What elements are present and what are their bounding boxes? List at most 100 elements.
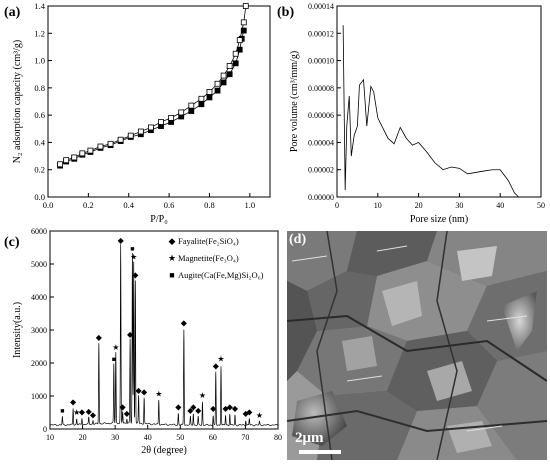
data-point-desorption <box>57 161 64 168</box>
legend-label: Fayalite(Fe₂SiO₄) <box>178 236 239 246</box>
data-point-desorption <box>220 72 227 79</box>
y-tick-label: 0.4 <box>34 137 45 147</box>
peak-marker: ◆ <box>70 398 77 407</box>
peak-marker: ◆ <box>195 406 202 415</box>
x-tick-label: 10 <box>374 201 382 210</box>
legend-label: Augite(Ca(Fe,Mg)Si₂O₆) <box>178 270 264 280</box>
y-tick-label: 0.00010 <box>308 57 334 66</box>
y-tick-label: 1000 <box>31 392 47 401</box>
peak-marker: ★ <box>217 355 224 364</box>
x-tick-label: 60 <box>209 433 217 442</box>
data-point-desorption <box>117 136 124 143</box>
data-point-adsorption <box>206 94 213 101</box>
data-point-desorption <box>137 128 144 135</box>
data-point-desorption <box>178 109 185 116</box>
data-point-adsorption <box>198 101 205 108</box>
sem-texture <box>287 231 547 460</box>
panel-b-pore-size-distribution: 0 10 20 30 40 50 0.00000 0.00002 0.00004 0.00006 0… <box>277 2 545 225</box>
peak-marker: ■ <box>130 245 134 253</box>
peak-marker: ■ <box>60 407 64 415</box>
peak-marker: ◆ <box>136 386 143 395</box>
x-tick-label: 20 <box>415 201 423 210</box>
y-tick-label: 0.00006 <box>308 111 334 120</box>
y-axis-label: N₂ adsorption capacity (cm³/g) <box>12 40 23 163</box>
peak-marker: ◆ <box>187 406 194 415</box>
data-point-adsorption <box>214 87 221 94</box>
data-point-desorption <box>127 132 134 139</box>
data-point-adsorption <box>188 108 195 114</box>
y-tick-label: 1.2 <box>34 28 45 38</box>
data-point-desorption <box>206 89 213 95</box>
x-tick-label: 0 <box>335 201 339 210</box>
x-tick-label: 0.0 <box>43 200 54 210</box>
peak-marker: ★ <box>73 408 80 417</box>
y-tick-label: 0.8 <box>34 83 45 93</box>
x-tick-label: 0.6 <box>164 200 175 210</box>
plot-frame <box>336 5 542 198</box>
peak-marker: ◆ <box>141 388 148 397</box>
peak-marker: ◆ <box>90 410 97 419</box>
scale-bar <box>299 450 341 454</box>
peak-marker: ◆ <box>127 330 134 339</box>
x-tick-label: 0.4 <box>123 200 134 210</box>
data-point-desorption <box>240 19 247 26</box>
x-tick-label: 70 <box>241 433 249 442</box>
y-axis-label: Pore volume (cm³/mm/g) <box>289 51 300 152</box>
peak-marker: ◆ <box>79 407 86 416</box>
x-axis-label: Pore size (nm) <box>410 214 468 225</box>
panel-label-d: (d) <box>289 232 307 247</box>
x-tick-label: 0.8 <box>204 200 215 210</box>
peak-marker: ◆ <box>96 333 103 342</box>
plot-frame <box>49 230 279 430</box>
data-point-desorption <box>71 154 78 161</box>
peak-marker: ◆ <box>118 236 125 245</box>
legend-marker: ■ <box>169 270 174 280</box>
y-tick-label: 0.0 <box>34 192 45 202</box>
peak-marker: ◆ <box>222 404 229 413</box>
peak-marker: ★ <box>256 411 263 420</box>
y-tick-label: 0.00000 <box>308 193 334 202</box>
y-tick-label: 5000 <box>31 260 47 269</box>
x-axis-label: 2θ (degree) <box>141 445 187 456</box>
x-tick-label: 80 <box>274 433 282 442</box>
data-point-desorption <box>148 124 154 131</box>
peak-marker: ★ <box>130 252 137 261</box>
x-tick-label: 40 <box>144 433 152 442</box>
data-point-desorption <box>63 157 70 164</box>
series-line <box>59 30 245 166</box>
data-point-desorption <box>214 80 221 87</box>
xrd-trace <box>49 244 279 427</box>
peak-marker: ★ <box>155 389 162 398</box>
data-point-desorption <box>242 3 249 9</box>
y-tick-label: 3000 <box>31 326 47 335</box>
peak-marker: ◆ <box>213 361 220 370</box>
legend-marker: ◆ <box>169 236 176 246</box>
y-tick-label: 1.4 <box>34 1 45 11</box>
panel-label: (b) <box>277 5 294 20</box>
x-tick-label: 1.0 <box>245 200 256 210</box>
data-point-desorption <box>79 150 86 157</box>
plot-frame <box>47 5 271 198</box>
y-tick-label: 6000 <box>31 227 47 236</box>
panel-label: (a) <box>4 5 21 20</box>
data-point-adsorption <box>226 71 233 78</box>
data-point-desorption <box>198 95 205 102</box>
data-point-desorption <box>188 102 195 109</box>
x-tick-label: 20 <box>79 433 87 442</box>
peak-marker: ◆ <box>246 407 253 416</box>
peak-marker: ◆ <box>86 407 93 416</box>
y-tick-label: 1.0 <box>34 56 45 66</box>
y-tick-label: 0.00002 <box>308 166 334 175</box>
data-point-adsorption <box>240 27 247 34</box>
data-point-desorption <box>168 114 175 121</box>
data-point-desorption <box>87 147 94 154</box>
y-tick-label: 0.00008 <box>308 84 334 93</box>
peak-marker: ◆ <box>120 403 127 412</box>
x-tick-label: 50 <box>537 201 545 210</box>
peak-marker: ★ <box>112 343 119 352</box>
data-point-desorption <box>97 143 104 150</box>
x-tick-label: 40 <box>496 201 504 210</box>
y-tick-label: 0.00014 <box>308 2 334 11</box>
peak-marker: ◆ <box>243 409 250 418</box>
